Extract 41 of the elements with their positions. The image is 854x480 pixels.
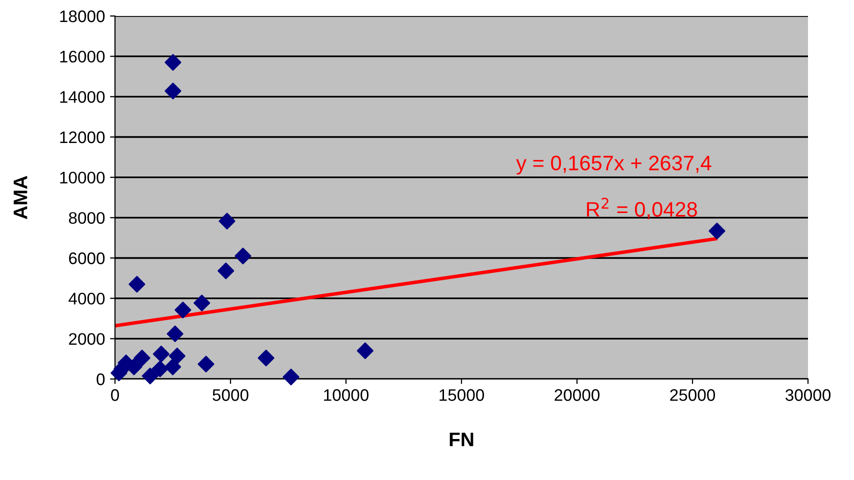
- x-tick-label: 20000: [554, 389, 600, 401]
- point: [198, 356, 214, 372]
- x-tick-label: 30000: [785, 389, 831, 401]
- x-tick-label: 25000: [670, 389, 716, 401]
- y-tick-label: 18000: [60, 10, 105, 22]
- y-tick-label: 16000: [60, 50, 105, 63]
- annotation: R$^{2}$ = 0,0428: [587, 198, 697, 220]
- x-tick-label: 0: [111, 389, 119, 401]
- point: [152, 346, 170, 362]
- point: [128, 276, 146, 293]
- point: [218, 212, 236, 230]
- point: [164, 82, 182, 100]
- point: [134, 350, 150, 366]
- y-tick-label: 8000: [68, 212, 105, 224]
- point: [142, 368, 158, 384]
- x-tick-label: 10000: [324, 389, 369, 401]
- x-tick-label: 15000: [440, 389, 484, 401]
- point: [234, 248, 252, 264]
- point: [168, 348, 186, 364]
- annotation: y = 0,1657x + 2637,4: [516, 156, 712, 175]
- y-tick-label: 2000: [69, 333, 105, 345]
- point: [194, 294, 210, 312]
- point: [258, 350, 274, 366]
- y-tick-label: 10000: [60, 172, 105, 184]
- point: [164, 358, 182, 376]
- point: [282, 368, 300, 386]
- point: [152, 360, 168, 378]
- y-tick-label: 4000: [68, 292, 105, 305]
- x-axis-title: FN: [450, 432, 474, 446]
- point: [166, 326, 184, 342]
- point: [218, 262, 234, 280]
- y-tick-label: 6000: [69, 252, 105, 264]
- y-tick-label: 12000: [60, 131, 105, 144]
- y-axis-title: AMA: [14, 176, 28, 220]
- point: [164, 54, 182, 71]
- point: [708, 222, 726, 240]
- x-tick-label: 5000: [212, 389, 248, 401]
- point: [174, 302, 192, 318]
- point: [356, 342, 374, 360]
- y-tick-label: 14000: [60, 91, 105, 103]
- y-tick-label: 0: [96, 373, 105, 386]
